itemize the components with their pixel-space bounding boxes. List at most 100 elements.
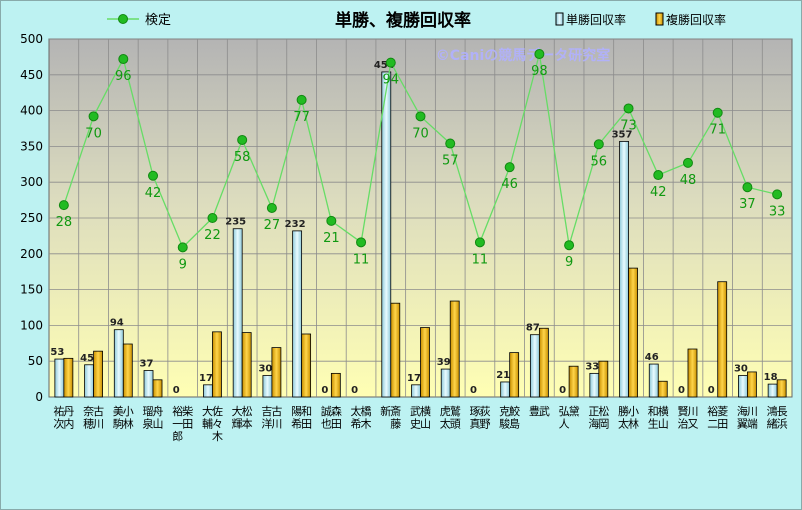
- legend-line-marker: [118, 14, 128, 24]
- line-point-label: 96: [115, 69, 132, 84]
- line-point-label: 70: [85, 126, 102, 141]
- category-char: 武: [410, 405, 421, 418]
- category-char: 一: [172, 418, 183, 431]
- line-point-label: 9: [565, 255, 573, 270]
- bar-win: [143, 370, 154, 398]
- category-char: 林: [628, 417, 639, 431]
- y-tick-label: 400: [20, 104, 43, 118]
- legend-label-line: 検定: [145, 13, 171, 28]
- bar-place: [747, 371, 757, 398]
- category-char: 希: [291, 417, 302, 431]
- y-tick-label: 150: [20, 283, 43, 297]
- line-point: [742, 182, 753, 193]
- category-char: 木: [212, 430, 223, 443]
- bar-place: [420, 327, 430, 398]
- category-char: 和: [648, 405, 659, 418]
- category-char: 荻: [479, 405, 490, 418]
- chart-title: 単勝、複勝回収率: [335, 10, 471, 31]
- category-char: 岡: [598, 418, 609, 431]
- category-char: 島: [509, 417, 520, 431]
- line-point: [504, 162, 515, 173]
- bar-place: [568, 365, 579, 398]
- category-char: 内: [63, 417, 74, 431]
- legend-win-swatch: [555, 12, 564, 26]
- line-point: [445, 138, 456, 149]
- point-labels: 28 70 96 42 9 22 58 27 77 21 11 94 70 57 11 46 98 9 56 73 42…: [56, 64, 786, 272]
- category-char: 小: [123, 405, 134, 418]
- bar-win: [84, 364, 94, 398]
- line-point-label: 27: [264, 218, 281, 233]
- bar-place: [687, 348, 698, 398]
- category-char: 松: [598, 404, 609, 418]
- bar-place: [449, 300, 460, 398]
- y-tick-label: 0: [35, 390, 43, 404]
- category-char: 柴: [182, 404, 193, 418]
- bar-place: [271, 347, 282, 398]
- line-point: [534, 49, 545, 60]
- category-char: 太: [440, 418, 451, 431]
- category-char: 森: [331, 404, 342, 418]
- y-tick-label: 50: [28, 354, 43, 368]
- category-char: 古: [93, 405, 104, 418]
- category-char: 川: [747, 405, 758, 418]
- bar-labels: 53 45 94 37 0 17 235 30 232 0 0 454 17 39 0 21 87 0 33 357 4…: [50, 60, 777, 396]
- category-char: 田: [717, 418, 728, 431]
- category-char: 希: [351, 417, 362, 431]
- bar-place: [538, 327, 549, 398]
- category-char: 生: [648, 417, 659, 431]
- legend: 検定 単勝回収率 複勝回収率: [107, 12, 726, 28]
- bar-place: [598, 360, 609, 398]
- category-char: 正: [588, 405, 599, 418]
- category-char: 次: [53, 417, 64, 431]
- bar-win: [411, 384, 421, 398]
- line-point: [148, 170, 159, 181]
- y-tick-label: 300: [20, 175, 43, 189]
- bar-place: [776, 379, 787, 398]
- category-char: 又: [687, 418, 698, 431]
- category-char: 松: [242, 404, 253, 418]
- category-char: 二: [707, 418, 718, 431]
- category-char: 山: [420, 418, 431, 431]
- line-point-label: 94: [383, 73, 400, 88]
- bar-win-value-label: 17: [407, 373, 421, 384]
- category-char: 瑠: [143, 405, 154, 418]
- category-char: 川: [93, 418, 104, 431]
- line-point-label: 33: [769, 204, 786, 219]
- bar-place: [509, 352, 520, 398]
- category-char: 横: [658, 404, 669, 418]
- category-char: 佐: [212, 404, 223, 418]
- line-point: [58, 200, 69, 211]
- bar-win-value-label: 0: [173, 385, 180, 396]
- bar-win: [54, 358, 65, 398]
- category-char: 長: [777, 405, 788, 418]
- bar-win-value-label: 39: [437, 357, 451, 368]
- bar-place: [152, 379, 163, 398]
- line-point: [237, 134, 248, 145]
- bar-place: [657, 380, 668, 398]
- y-tick-label: 100: [20, 318, 43, 332]
- category-char: 田: [182, 418, 193, 431]
- category-char: 海: [737, 404, 748, 418]
- category-char: 浜: [777, 418, 788, 431]
- bar-win-value-label: 17: [199, 373, 213, 384]
- category-char: 輔: [202, 418, 213, 431]
- category-char: 鮫: [509, 404, 520, 418]
- bar-win: [619, 140, 629, 398]
- category-char: 駿: [499, 417, 510, 431]
- bar-win-value-label: 235: [225, 217, 246, 228]
- bar-win: [529, 334, 540, 398]
- category-char: 誠: [321, 405, 332, 418]
- y-tick-label: 250: [20, 211, 43, 225]
- category-char: 陽: [291, 405, 302, 418]
- watermark: ©Caniの競馬データ研究室: [436, 47, 611, 64]
- line-point: [712, 107, 723, 118]
- legend-item-place: 複勝回収率: [655, 12, 726, 27]
- category-char: 真: [469, 417, 480, 431]
- line-point-label: 37: [739, 197, 756, 212]
- bar-place: [63, 357, 74, 398]
